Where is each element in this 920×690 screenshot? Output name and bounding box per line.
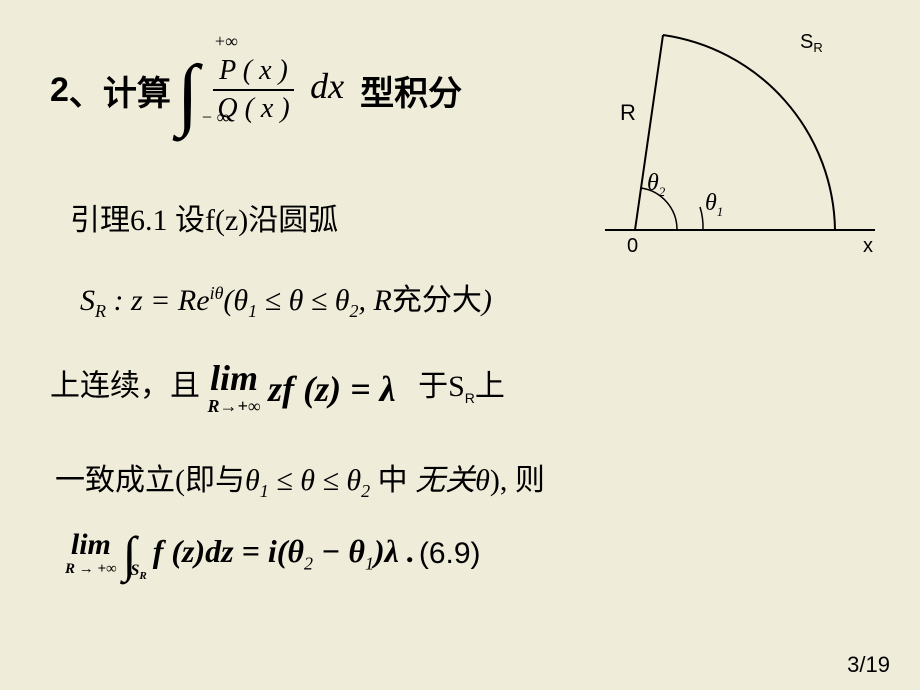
lemma-intro: 引理6.1 设f(z)沿圆弧	[70, 195, 338, 239]
uniform-condition: 一致成立(即与θ1 ≤ θ ≤ θ2 中 无关θ), 则	[55, 455, 545, 502]
arc-sr	[663, 35, 835, 230]
page-number: 3/19	[847, 652, 890, 678]
result-equation: lim R → +∞ ∫ SR f (z)dz = i(θ2 − θ1)λ . …	[65, 525, 481, 583]
limit-block-result: lim R → +∞	[65, 530, 117, 578]
heading-line: 2、计算 ∫ +∞ − ∞ P ( x ) Q ( x ) dx 型积分	[50, 55, 462, 125]
fraction-numerator: P ( x )	[213, 55, 293, 91]
label-theta2: θ2	[647, 170, 666, 199]
arc-diagram: SR R θ2 θ1 0 x	[575, 20, 885, 260]
label-sr: SR	[800, 31, 823, 55]
label-theta1: θ1	[705, 190, 723, 219]
radius-line	[635, 35, 663, 230]
limit-expression: zf (z) = λ	[268, 369, 395, 409]
result-expression: f (z)dz = i(θ2 − θ1)λ .	[153, 533, 415, 574]
lemma-text: 引理6.1 设f(z)沿圆弧	[70, 204, 338, 237]
heading-type-text: 型积分	[360, 66, 462, 115]
continuous-text: 上连续，且	[50, 370, 200, 403]
arc-definition: SR : z = Reiθ(θ1 ≤ θ ≤ θ2, R充分大)	[80, 275, 492, 322]
label-r: R	[620, 100, 636, 125]
heading-number: 2	[50, 71, 69, 110]
heading-sep: 、	[69, 66, 103, 115]
label-x: x	[863, 235, 873, 257]
differential-dx: dx	[310, 66, 344, 106]
limit-block: lim R→+∞	[208, 360, 261, 418]
slide: 2、计算 ∫ +∞ − ∞ P ( x ) Q ( x ) dx 型积分 SR …	[0, 0, 920, 690]
integral-symbol: ∫	[177, 62, 199, 126]
suffix-on: 于SR上	[403, 370, 505, 403]
theta1-arc	[700, 207, 703, 230]
fraction-denominator: Q ( x )	[213, 91, 293, 125]
limit-condition: 上连续，且 lim R→+∞ zf (z) = λ 于SR上	[50, 360, 505, 418]
integral-upper-limit: +∞	[215, 31, 238, 52]
heading-verb: 计算	[103, 66, 171, 115]
integrand-fraction: P ( x ) Q ( x )	[213, 55, 293, 125]
equation-reference: (6.9)	[419, 537, 481, 571]
label-origin: 0	[627, 235, 638, 257]
integral-expression: ∫ +∞ − ∞ P ( x ) Q ( x ) dx	[177, 55, 344, 125]
integral-sub-sr: SR	[130, 562, 146, 582]
